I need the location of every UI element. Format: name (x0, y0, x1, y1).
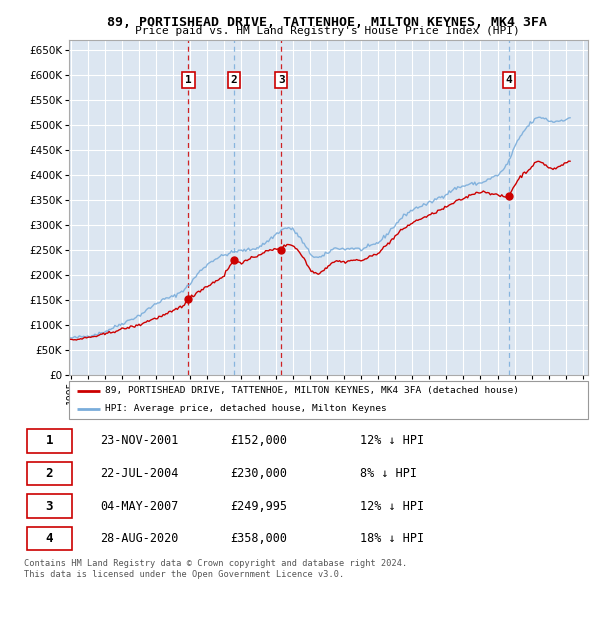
Text: £152,000: £152,000 (230, 435, 287, 448)
Text: 2: 2 (46, 467, 53, 480)
Text: Contains HM Land Registry data © Crown copyright and database right 2024.
This d: Contains HM Land Registry data © Crown c… (24, 559, 407, 578)
Text: 23-NOV-2001: 23-NOV-2001 (100, 435, 179, 448)
Text: 18% ↓ HPI: 18% ↓ HPI (359, 532, 424, 545)
Text: 4: 4 (46, 532, 53, 545)
FancyBboxPatch shape (27, 462, 72, 485)
Text: 4: 4 (505, 75, 512, 86)
Text: 12% ↓ HPI: 12% ↓ HPI (359, 435, 424, 448)
Text: 8% ↓ HPI: 8% ↓ HPI (359, 467, 416, 480)
Text: 22-JUL-2004: 22-JUL-2004 (100, 467, 179, 480)
FancyBboxPatch shape (69, 381, 588, 419)
Text: 2: 2 (230, 75, 237, 86)
Text: 1: 1 (185, 75, 192, 86)
FancyBboxPatch shape (27, 494, 72, 518)
Text: 1: 1 (46, 435, 53, 448)
Text: 3: 3 (46, 500, 53, 513)
Text: 04-MAY-2007: 04-MAY-2007 (100, 500, 179, 513)
Text: Price paid vs. HM Land Registry's House Price Index (HPI): Price paid vs. HM Land Registry's House … (134, 26, 520, 36)
FancyBboxPatch shape (27, 429, 72, 453)
Text: 3: 3 (278, 75, 284, 86)
Text: HPI: Average price, detached house, Milton Keynes: HPI: Average price, detached house, Milt… (106, 404, 387, 414)
Text: £230,000: £230,000 (230, 467, 287, 480)
Text: 89, PORTISHEAD DRIVE, TATTENHOE, MILTON KEYNES, MK4 3FA: 89, PORTISHEAD DRIVE, TATTENHOE, MILTON … (107, 16, 547, 29)
FancyBboxPatch shape (27, 527, 72, 551)
Text: £358,000: £358,000 (230, 532, 287, 545)
Text: 89, PORTISHEAD DRIVE, TATTENHOE, MILTON KEYNES, MK4 3FA (detached house): 89, PORTISHEAD DRIVE, TATTENHOE, MILTON … (106, 386, 520, 396)
Text: £249,995: £249,995 (230, 500, 287, 513)
Text: 28-AUG-2020: 28-AUG-2020 (100, 532, 179, 545)
Text: 12% ↓ HPI: 12% ↓ HPI (359, 500, 424, 513)
